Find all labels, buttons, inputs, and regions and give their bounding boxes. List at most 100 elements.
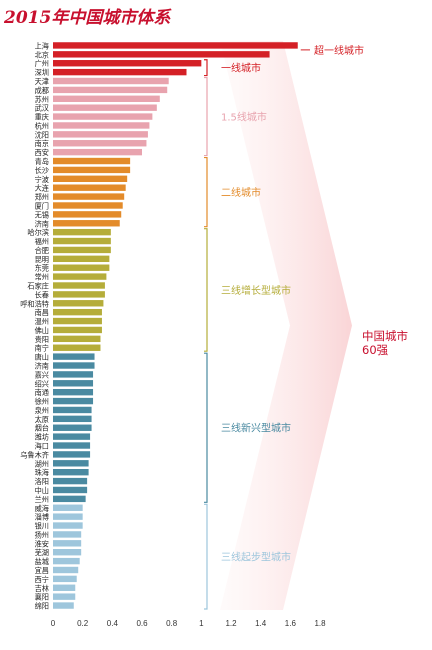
bar: [53, 575, 77, 583]
bar: [53, 371, 94, 378]
bar: [53, 77, 169, 85]
category-label: 济南: [35, 362, 49, 371]
bar: [53, 220, 120, 227]
chart-title: 2015年中国城市体系: [3, 8, 172, 28]
bar: [53, 424, 92, 431]
chevron-shape: [220, 41, 352, 610]
category-label: 西安: [35, 148, 49, 157]
category-label: 成都: [35, 86, 49, 95]
category-label: 银川: [35, 522, 49, 531]
tick-label: 0.2: [77, 619, 89, 628]
category-label: 太原: [35, 415, 49, 424]
bar: [53, 237, 111, 245]
bar: [53, 148, 142, 156]
category-label: 唐山: [35, 353, 49, 362]
tier-label: 超一线城市: [314, 44, 364, 57]
category-label: 贵阳: [35, 335, 49, 344]
bar: [53, 433, 91, 440]
tick-label: 0.4: [107, 619, 119, 628]
tier-label: 一线城市: [221, 62, 261, 75]
bracket-line: [204, 228, 208, 352]
category-label: 宁波: [35, 175, 49, 184]
tick-label: 1: [199, 619, 204, 628]
tick-label: 0: [51, 619, 56, 628]
group-label-line: 60强: [362, 343, 389, 357]
category-label: 南宁: [35, 344, 49, 353]
category-label: 绵阳: [35, 602, 49, 611]
bar: [53, 300, 104, 307]
bar: [53, 317, 102, 325]
bar: [53, 131, 148, 138]
bar: [53, 451, 91, 458]
bar: [53, 255, 110, 263]
bar: [53, 584, 76, 591]
bar: [53, 344, 101, 351]
bar: [53, 211, 122, 218]
category-label: 海口: [35, 442, 49, 451]
bar: [53, 95, 160, 102]
x-axis: 0 0.2 0.4 0.6 0.8 1 1.2 1.4 1.6 1.8: [51, 619, 326, 628]
category-label: 大连: [35, 184, 49, 193]
category-label: 东莞: [35, 264, 49, 273]
bar: [53, 60, 202, 67]
bar: [53, 415, 92, 423]
tier-label: 三线起步型城市: [221, 551, 291, 564]
bar: [53, 246, 111, 254]
bar: [53, 175, 128, 182]
tier-brackets: [204, 49, 310, 610]
bar: [53, 202, 123, 209]
bar: [53, 184, 126, 191]
bar: [53, 388, 94, 396]
bar: [53, 326, 102, 334]
bracket-line: [204, 352, 208, 503]
category-label: 哈尔滨: [27, 228, 49, 237]
tier-label: 二线城市: [221, 186, 261, 199]
category-label: 威海: [35, 504, 49, 513]
category-label: 盐城: [35, 557, 49, 566]
category-label: 厦门: [35, 201, 49, 210]
bar: [53, 273, 107, 280]
tick-label: 0.8: [166, 619, 178, 628]
category-label: 合肥: [35, 246, 49, 255]
category-label: 济南: [35, 219, 49, 228]
category-label: 长沙: [35, 166, 49, 175]
category-label: 乌鲁木齐: [20, 450, 49, 459]
bar: [53, 68, 187, 76]
bracket-line: [204, 76, 208, 157]
category-label: 珠海: [35, 468, 49, 477]
bar: [53, 157, 131, 165]
category-label: 青岛: [35, 157, 49, 166]
category-label: 北京: [35, 50, 49, 59]
bar: [53, 380, 94, 387]
bar: [53, 593, 76, 600]
tick-label: 1.6: [285, 619, 297, 628]
bar: [53, 460, 89, 467]
bar: [53, 442, 91, 449]
category-label: 郑州: [35, 193, 49, 202]
bar: [53, 513, 83, 520]
category-label: 绍兴: [35, 379, 49, 388]
category-label: 南京: [35, 139, 49, 148]
bar: [53, 104, 157, 111]
chevron-background: [220, 41, 352, 610]
bar: [53, 42, 298, 49]
category-label: 石家庄: [27, 281, 49, 290]
category-label: 温州: [35, 317, 49, 326]
category-label: 洛阳: [35, 477, 49, 486]
category-label: 常州: [35, 273, 49, 282]
category-label: 嘉兴: [35, 370, 49, 379]
group-label-line: 中国城市: [362, 329, 408, 343]
category-label: 深圳: [35, 68, 49, 77]
category-label: 西宁: [35, 575, 49, 584]
bar: [53, 113, 153, 120]
bar: [53, 557, 80, 565]
category-label: 佛山: [35, 326, 49, 335]
category-label: 扬州: [35, 530, 49, 539]
bar: [53, 166, 131, 174]
bar: [53, 468, 89, 476]
category-label: 徐州: [35, 397, 49, 406]
category-label: 呼和浩特: [20, 299, 49, 308]
bar: [53, 486, 88, 494]
category-label: 南昌: [35, 308, 49, 317]
category-label: 兰州: [35, 495, 49, 504]
